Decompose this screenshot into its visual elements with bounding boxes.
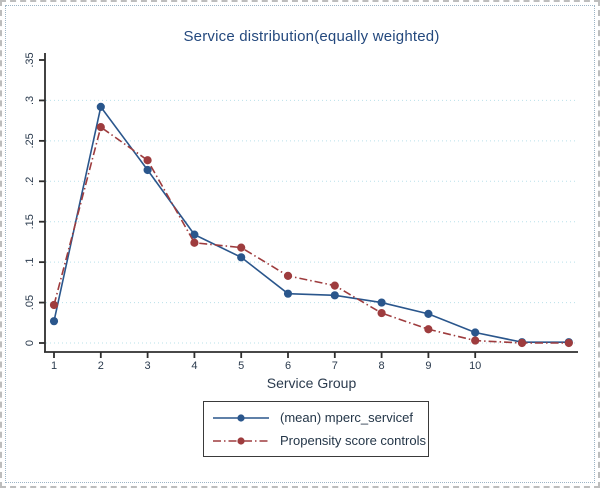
svg-text:.25: .25 bbox=[24, 133, 36, 148]
svg-text:7: 7 bbox=[332, 360, 338, 372]
svg-text:0: 0 bbox=[24, 340, 36, 346]
solid-line-marker-icon bbox=[213, 413, 269, 422]
svg-text:.15: .15 bbox=[24, 214, 36, 229]
x-axis-title: Service Group bbox=[266, 375, 357, 391]
svg-text:3: 3 bbox=[145, 360, 151, 372]
dash-dot-line-marker-icon bbox=[213, 436, 269, 445]
svg-text:10: 10 bbox=[469, 360, 481, 372]
legend-item-propensity-score-controls: Propensity score controls bbox=[211, 433, 428, 449]
svg-text:.3: .3 bbox=[24, 96, 36, 105]
legend-label: (mean) mperc_servicef bbox=[280, 410, 413, 425]
svg-text:6: 6 bbox=[285, 360, 291, 372]
svg-text:.2: .2 bbox=[24, 177, 36, 186]
svg-text:8: 8 bbox=[379, 360, 385, 372]
svg-text:.1: .1 bbox=[24, 258, 36, 267]
svg-text:.35: .35 bbox=[24, 52, 36, 67]
chart-title: Service distribution(equally weighted) bbox=[183, 28, 440, 45]
svg-text:1: 1 bbox=[51, 360, 57, 372]
svg-text:.05: .05 bbox=[24, 295, 36, 310]
svg-text:5: 5 bbox=[238, 360, 244, 372]
svg-text:9: 9 bbox=[425, 360, 431, 372]
svg-text:4: 4 bbox=[191, 360, 197, 372]
legend-label: Propensity score controls bbox=[280, 433, 426, 448]
legend-item-mean-mperc-servicef: (mean) mperc_servicef bbox=[211, 410, 428, 426]
legend: (mean) mperc_servicef Propensity score c… bbox=[203, 401, 429, 457]
svg-text:2: 2 bbox=[98, 360, 104, 372]
